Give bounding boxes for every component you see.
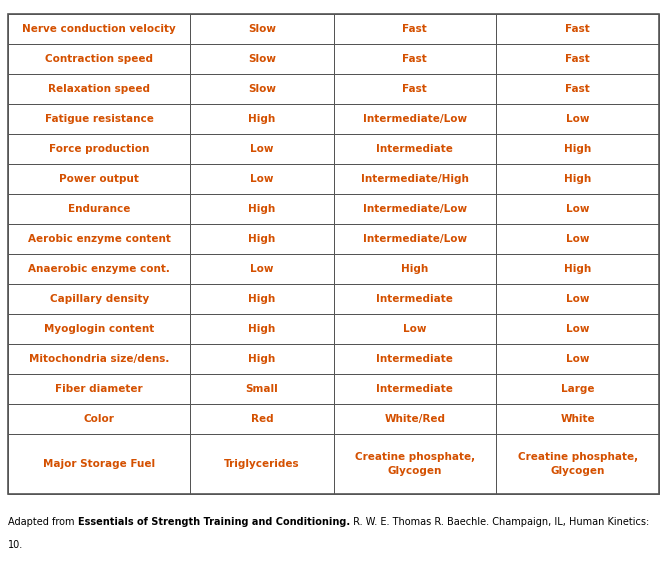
Text: Intermediate: Intermediate bbox=[376, 354, 454, 364]
Text: Capillary density: Capillary density bbox=[49, 294, 149, 304]
Text: High: High bbox=[248, 114, 275, 124]
Text: Intermediate/High: Intermediate/High bbox=[361, 174, 469, 184]
Text: Low: Low bbox=[566, 114, 590, 124]
Text: Endurance: Endurance bbox=[68, 204, 130, 214]
Text: Fast: Fast bbox=[565, 84, 590, 94]
Text: Relaxation speed: Relaxation speed bbox=[48, 84, 150, 94]
Text: Fast: Fast bbox=[402, 24, 428, 34]
Text: Low: Low bbox=[566, 324, 590, 334]
Text: Slow: Slow bbox=[248, 24, 276, 34]
Text: Slow: Slow bbox=[248, 54, 276, 65]
Text: Major Storage Fuel: Major Storage Fuel bbox=[43, 459, 155, 469]
Text: Contraction speed: Contraction speed bbox=[45, 54, 153, 65]
Text: Aerobic enzyme content: Aerobic enzyme content bbox=[28, 234, 171, 244]
Text: Fast: Fast bbox=[565, 24, 590, 34]
Text: Low: Low bbox=[250, 264, 273, 274]
Text: High: High bbox=[248, 234, 275, 244]
Text: Fiber diameter: Fiber diameter bbox=[55, 384, 143, 394]
Text: White/Red: White/Red bbox=[384, 414, 446, 424]
Text: Red: Red bbox=[251, 414, 273, 424]
Text: Intermediate/Low: Intermediate/Low bbox=[363, 204, 467, 214]
Text: High: High bbox=[564, 174, 591, 184]
Text: Slow: Slow bbox=[248, 84, 276, 94]
Text: Power output: Power output bbox=[59, 174, 139, 184]
Text: Intermediate/Low: Intermediate/Low bbox=[363, 114, 467, 124]
Text: High: High bbox=[248, 354, 275, 364]
Text: Intermediate: Intermediate bbox=[376, 144, 454, 154]
Text: Triglycerides: Triglycerides bbox=[224, 459, 299, 469]
Text: White: White bbox=[560, 414, 595, 424]
Text: Large: Large bbox=[561, 384, 594, 394]
Text: Intermediate: Intermediate bbox=[376, 384, 454, 394]
Text: Creatine phosphate,
Glycogen: Creatine phosphate, Glycogen bbox=[518, 452, 638, 476]
Text: Essentials of Strength Training and Conditioning.: Essentials of Strength Training and Cond… bbox=[77, 517, 350, 527]
Text: 10.: 10. bbox=[8, 540, 23, 550]
Text: Fast: Fast bbox=[402, 54, 428, 65]
Text: Color: Color bbox=[83, 414, 115, 424]
Text: High: High bbox=[402, 264, 428, 274]
Text: Fast: Fast bbox=[402, 84, 428, 94]
Text: High: High bbox=[564, 264, 591, 274]
Text: Myoglogin content: Myoglogin content bbox=[44, 324, 154, 334]
Text: R. W. E. Thomas R. Baechle. Champaign, IL, Human Kinetics:: R. W. E. Thomas R. Baechle. Champaign, I… bbox=[350, 517, 649, 527]
Text: Low: Low bbox=[566, 204, 590, 214]
Text: Low: Low bbox=[566, 294, 590, 304]
Text: Creatine phosphate,
Glycogen: Creatine phosphate, Glycogen bbox=[355, 452, 475, 476]
Text: Fast: Fast bbox=[565, 54, 590, 65]
Text: Intermediate/Low: Intermediate/Low bbox=[363, 234, 467, 244]
Text: Anaerobic enzyme cont.: Anaerobic enzyme cont. bbox=[28, 264, 170, 274]
Text: Mitochondria size/dens.: Mitochondria size/dens. bbox=[29, 354, 169, 364]
Text: High: High bbox=[248, 204, 275, 214]
Text: Low: Low bbox=[566, 354, 590, 364]
Text: Force production: Force production bbox=[49, 144, 149, 154]
Text: High: High bbox=[248, 324, 275, 334]
Text: Nerve conduction velocity: Nerve conduction velocity bbox=[22, 24, 176, 34]
Text: Small: Small bbox=[245, 384, 278, 394]
Text: Low: Low bbox=[566, 234, 590, 244]
Text: Intermediate: Intermediate bbox=[376, 294, 454, 304]
Text: Adapted from: Adapted from bbox=[8, 517, 77, 527]
Text: High: High bbox=[564, 144, 591, 154]
Text: Low: Low bbox=[250, 144, 273, 154]
Text: Fatigue resistance: Fatigue resistance bbox=[45, 114, 153, 124]
Text: Low: Low bbox=[250, 174, 273, 184]
Text: High: High bbox=[248, 294, 275, 304]
Text: Low: Low bbox=[403, 324, 427, 334]
